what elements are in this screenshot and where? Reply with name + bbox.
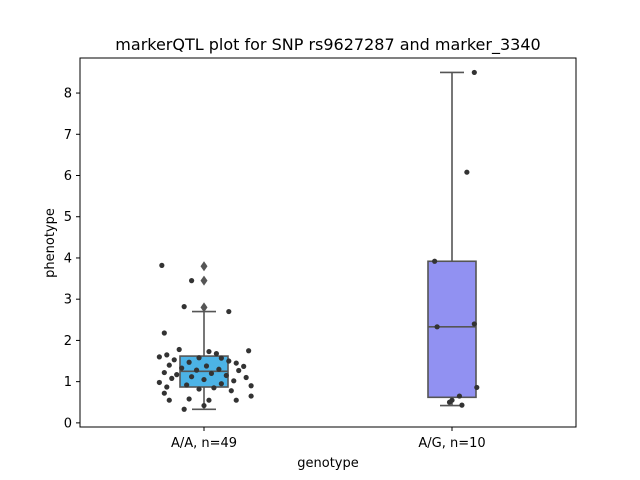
data-point — [201, 376, 207, 383]
data-point — [171, 357, 177, 363]
data-point — [186, 359, 192, 365]
data-point — [456, 393, 463, 399]
data-point — [208, 370, 215, 377]
data-point — [196, 355, 202, 361]
y-tick-label: 3 — [64, 293, 72, 308]
outlier-marker — [200, 275, 208, 286]
data-point — [179, 365, 185, 371]
data-point — [203, 363, 210, 369]
data-point — [189, 278, 195, 284]
chart-title: markerQTL plot for SNP rs9627287 and mar… — [115, 35, 540, 55]
data-point — [213, 351, 219, 357]
data-point — [474, 384, 480, 391]
data-point — [181, 406, 187, 412]
plot-area — [156, 69, 480, 412]
x-axis-label: genotype — [297, 456, 358, 471]
data-point — [186, 396, 192, 402]
box-iqr — [427, 260, 477, 399]
data-point — [231, 378, 237, 384]
y-axis-label: phenotype — [43, 208, 58, 278]
y-tick-label: 4 — [64, 251, 72, 266]
data-point — [161, 390, 167, 396]
data-point — [241, 363, 247, 369]
box-group — [156, 261, 254, 412]
data-point — [176, 346, 182, 353]
data-point — [471, 321, 477, 327]
data-point — [161, 330, 167, 336]
data-point — [434, 324, 440, 330]
data-point — [169, 375, 175, 381]
data-point — [246, 348, 252, 354]
data-point — [243, 374, 249, 381]
data-point — [248, 393, 254, 399]
data-point — [432, 258, 438, 264]
data-point — [166, 362, 172, 368]
outlier-marker — [200, 302, 208, 313]
data-point — [181, 304, 187, 310]
data-point — [236, 367, 242, 374]
x-tick-label: A/A, n=49 — [171, 436, 237, 451]
data-point — [184, 382, 190, 388]
data-point — [233, 397, 239, 403]
data-point — [206, 397, 212, 403]
axes: 0 1 2 3 4 5 6 7 8 A/A, n=49 A/G, n=10 — [64, 87, 486, 451]
data-point — [164, 384, 170, 390]
axes-frame — [79, 57, 577, 428]
data-point — [226, 358, 232, 364]
data-point — [159, 262, 165, 268]
data-point — [166, 397, 172, 403]
data-point — [164, 352, 170, 358]
data-point — [464, 169, 470, 175]
data-point — [156, 379, 162, 386]
data-point — [174, 372, 180, 378]
data-point — [161, 369, 167, 376]
data-point — [206, 348, 212, 355]
y-tick-label: 2 — [64, 334, 72, 349]
data-point — [201, 402, 207, 409]
x-tick-label: A/G, n=10 — [418, 436, 485, 451]
data-point — [471, 69, 477, 76]
data-point — [223, 372, 229, 379]
y-tick-label: 1 — [64, 375, 72, 390]
data-point — [446, 399, 453, 405]
y-tick-label: 8 — [64, 87, 72, 102]
data-point — [156, 354, 162, 360]
data-point — [218, 381, 224, 387]
data-point — [196, 386, 202, 392]
outlier-marker — [200, 261, 208, 272]
data-point — [233, 360, 239, 366]
data-point — [193, 367, 200, 373]
data-point — [189, 374, 195, 380]
data-point — [226, 308, 232, 315]
data-point — [211, 385, 217, 391]
box-group — [427, 69, 480, 408]
data-point — [216, 366, 222, 372]
y-tick-label: 6 — [64, 169, 72, 184]
data-point — [218, 355, 224, 361]
data-point — [228, 388, 234, 394]
data-point — [459, 402, 465, 408]
data-point — [248, 383, 254, 389]
y-tick-label: 5 — [64, 210, 72, 225]
y-tick-label: 7 — [64, 128, 72, 143]
y-tick-label: 0 — [64, 416, 72, 431]
